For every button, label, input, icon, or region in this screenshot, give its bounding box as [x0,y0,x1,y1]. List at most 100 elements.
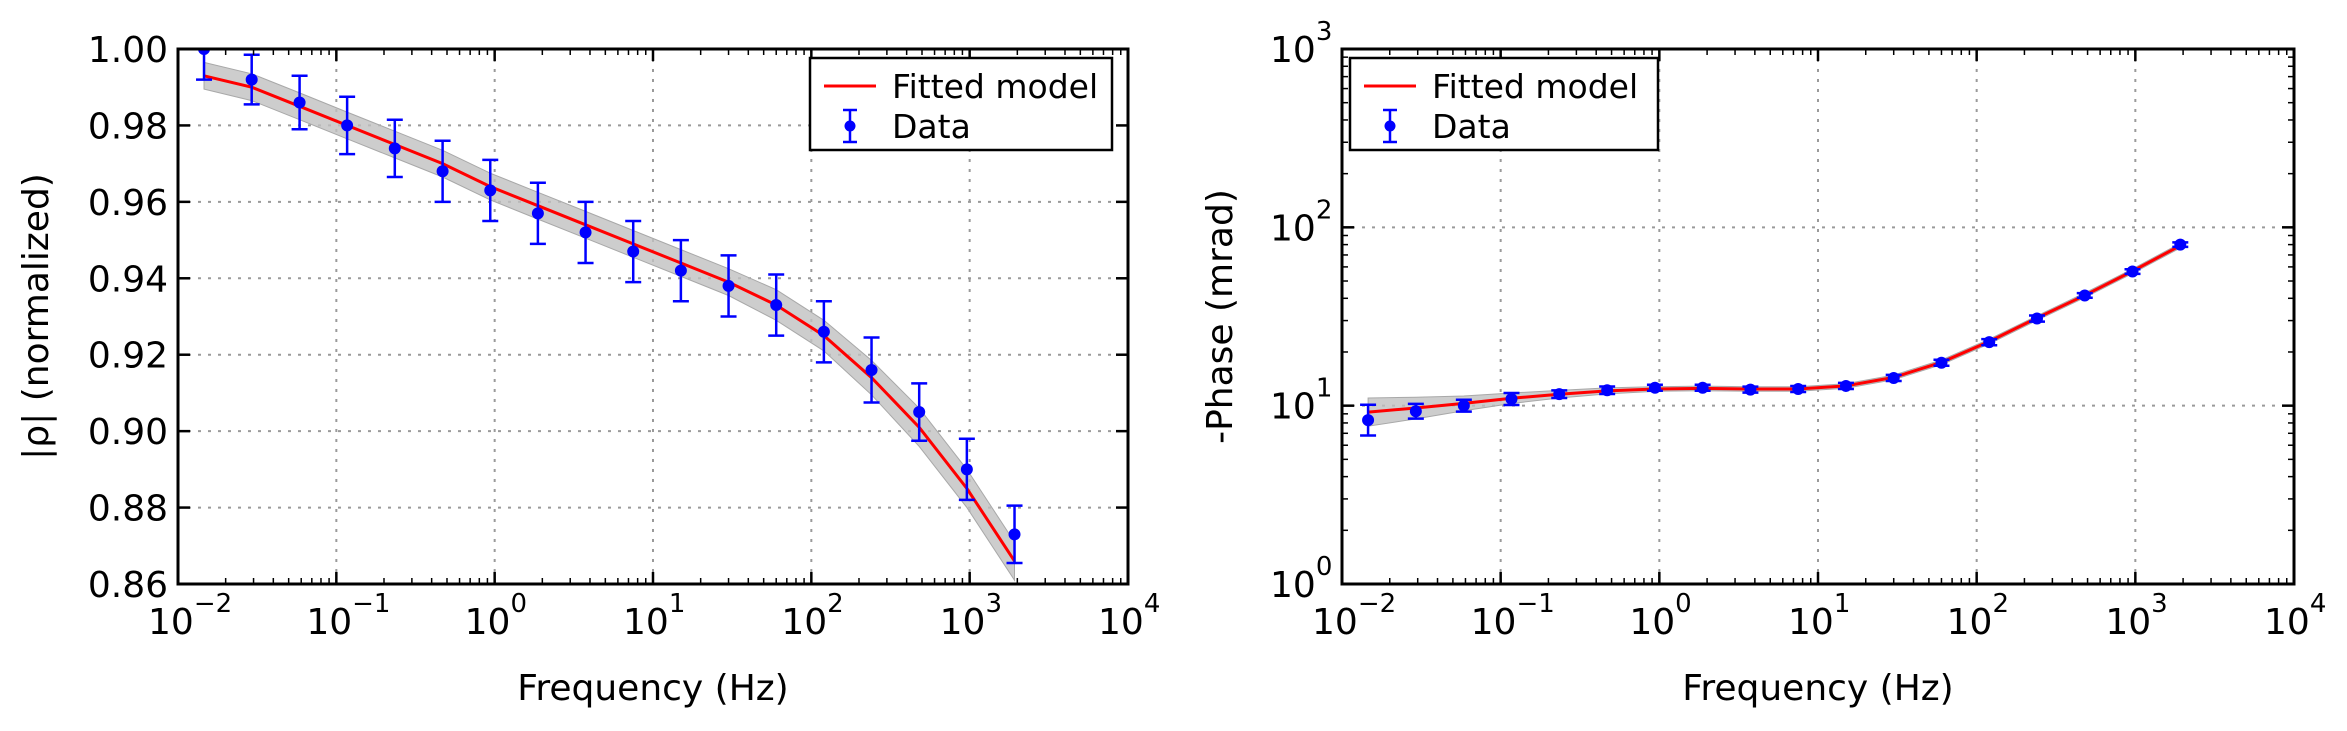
data-marker [1505,392,1518,405]
legend-model-label: Fitted model [1432,67,1638,106]
data-point [720,254,737,318]
data-marker [770,299,783,312]
plot-area [196,49,1023,582]
data-point [1455,398,1472,413]
x-tick-label: 100 [1629,589,1691,643]
x-tick-label: 10−1 [306,589,390,643]
data-point [529,181,546,246]
data-marker [531,207,544,220]
data-marker [1648,381,1661,394]
x-tick-label: 102 [781,589,843,643]
x-tick-label: 101 [623,589,685,643]
data-point [911,382,928,442]
data-marker [1362,414,1375,427]
legend-box [808,56,1114,152]
data-marker [341,119,354,132]
right-chart-phase: 10−2 10−1 100 101 102 103 104 100 101 102 103 Frequ… [1200,17,2326,709]
data-marker [865,364,878,376]
legend-data-label: Data [892,107,971,146]
data-marker [245,73,258,86]
y-tick-label: 0.98 [88,106,168,147]
data-marker [674,264,687,277]
data-marker [1601,384,1614,397]
legend-data-label: Data [1432,107,1511,146]
data-point [1837,379,1854,392]
data-point [2028,312,2045,325]
data-marker [436,165,449,178]
data-marker [627,245,640,258]
data-point [958,437,975,502]
x-tick-label: 104 [1098,589,1160,643]
x-axis-label: Frequency (Hz) [1682,668,1953,709]
x-tick-label: 103 [940,589,1002,643]
data-marker [1792,383,1805,396]
data-point [1503,391,1520,407]
data-marker [579,226,592,239]
y-axis-label: -Phase (mrad) [1200,189,1241,444]
data-point [672,238,689,303]
x-tick-label: 10−2 [148,589,232,643]
data-point [1694,381,1711,394]
data-point [1599,384,1616,397]
data-point [1790,383,1807,396]
y-axis-label: |ρ| (normalized) [16,173,57,460]
y-tick-label: 102 [1270,195,1332,249]
y-tick-label: 0.96 [88,183,168,224]
y-tick-label: 1.00 [88,30,168,71]
data-point [625,219,642,284]
y-tick-label: 0.88 [88,489,168,530]
legend-data-marker [1384,120,1396,132]
data-marker [1744,383,1757,396]
data-marker [484,184,497,197]
data-point [1551,388,1568,401]
data-point [291,74,308,131]
x-tick-label: 10−2 [1312,589,1396,643]
data-point [815,299,832,364]
data-point [577,200,594,265]
data-marker [1008,528,1021,541]
x-tick-label: 101 [1788,589,1850,643]
y-tick-label: 0.94 [88,259,168,300]
data-marker [1553,388,1566,401]
x-tick-label: 102 [1947,589,2009,643]
data-point [2172,238,2189,251]
data-marker [1983,336,1996,349]
data-point [2124,265,2141,278]
data-marker [1696,381,1709,394]
fitted-model-line [203,74,1016,562]
data-point [1742,383,1759,396]
y-tick-label: 103 [1270,17,1332,71]
x-tick-label: 10−1 [1471,589,1555,643]
data-marker [293,96,306,109]
y-tick-label: 0.92 [88,336,168,377]
data-point [1646,381,1663,394]
legend-model-label: Fitted model [892,67,1098,106]
data-marker [1887,371,1900,384]
x-tick-label: 104 [2264,589,2326,643]
y-tick-label: 101 [1270,374,1332,428]
data-marker [960,463,973,476]
data-marker [1457,399,1470,412]
y-tick-label: 100 [1270,552,1332,606]
data-marker [1409,405,1422,418]
data-point [768,273,785,337]
data-point [1885,371,1902,384]
data-marker [1935,356,1948,369]
data-marker [1839,379,1852,392]
data-point [1360,403,1377,437]
x-tick-label: 103 [2105,589,2167,643]
y-tick-label: 0.90 [88,412,168,453]
plot-area [1360,238,2189,437]
data-point [1006,504,1023,565]
x-tick-label: 100 [465,589,527,643]
data-point [339,95,356,156]
confidence-band [1367,242,2181,427]
data-point [863,336,880,404]
left-chart-magnitude: 10−2 10−1 100 101 102 103 104 0.86 0.88 0.90 0.92 0… [16,30,1160,709]
data-marker [2078,289,2091,302]
data-marker [2030,312,2043,325]
data-point [1981,336,1998,349]
